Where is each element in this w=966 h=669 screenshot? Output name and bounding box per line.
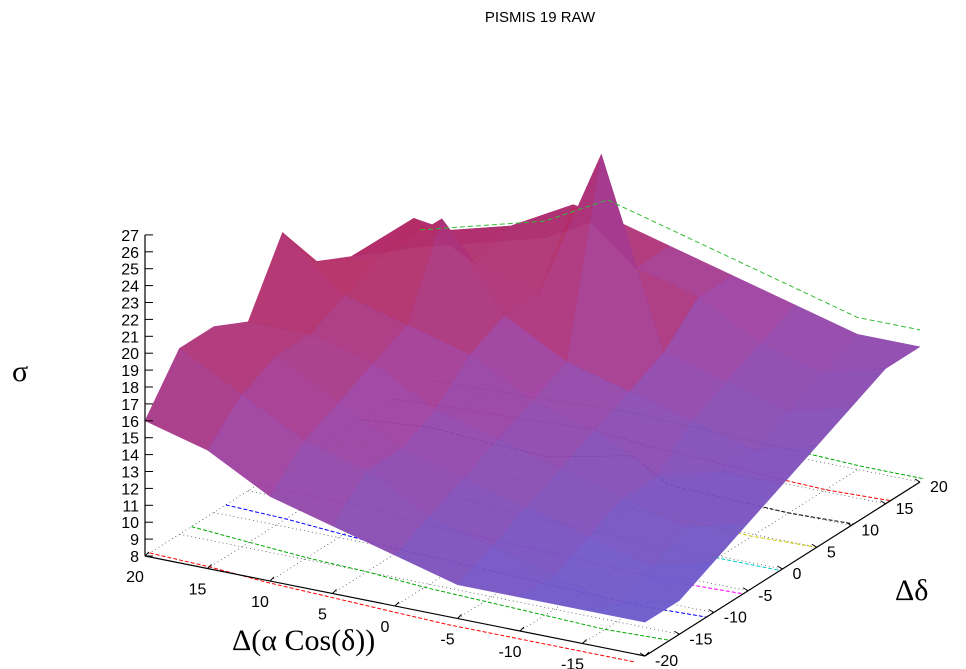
y-tick — [880, 500, 886, 505]
x-tick — [269, 576, 275, 582]
z-tick-label: 24 — [121, 279, 139, 296]
y-tick — [708, 609, 715, 613]
z-tick-label: 13 — [121, 465, 139, 482]
z-tick-label: 9 — [130, 532, 139, 549]
y-tick — [742, 587, 749, 592]
y-tick-label: 10 — [861, 523, 879, 540]
z-tick-label: 23 — [121, 296, 139, 313]
axes: 8910111213141516171819202122232425262720… — [121, 228, 948, 669]
x-tick — [207, 564, 212, 569]
y-axis-title: Δδ — [895, 574, 928, 607]
z-tick-label: 14 — [121, 448, 139, 465]
y-tick-label: 15 — [896, 501, 914, 518]
y-tick-label: 0 — [793, 566, 802, 583]
x-tick — [332, 589, 337, 594]
z-tick-label: 8 — [130, 549, 139, 566]
x-tick-label: -15 — [561, 657, 584, 669]
surface-mesh — [144, 154, 921, 623]
y-tick-label: -5 — [758, 588, 772, 605]
x-tick-label: 5 — [318, 607, 327, 624]
x-tick — [394, 601, 400, 607]
x-axis-title: Δ(α Cos(δ)) — [232, 624, 375, 657]
ridge-contour-line — [419, 199, 921, 331]
y-tick — [845, 522, 852, 526]
y-tick-label: -15 — [689, 631, 712, 648]
z-tick-label: 10 — [121, 515, 139, 532]
y-tick-label: 20 — [930, 479, 948, 496]
surface-facet — [582, 600, 680, 623]
contour-line — [191, 526, 670, 641]
z-tick-label: 20 — [121, 346, 139, 363]
x-tick — [644, 651, 650, 657]
x-tick-label: 20 — [126, 569, 144, 586]
z-axis-title: σ — [12, 355, 28, 388]
grid-line — [179, 533, 680, 635]
contour-line — [149, 552, 636, 663]
z-tick-label: 19 — [121, 363, 139, 380]
x-tick-label: -10 — [498, 644, 521, 661]
x-tick-label: -5 — [440, 632, 454, 649]
z-tick-label: 11 — [122, 498, 139, 515]
y-tick-label: -10 — [724, 610, 747, 627]
x-tick-label: 15 — [189, 582, 207, 599]
y-tick-label: -20 — [655, 653, 678, 669]
z-tick-label: 12 — [121, 481, 139, 498]
z-tick-label: 17 — [121, 397, 139, 414]
z-tick-label: 25 — [121, 262, 139, 279]
x-tick-label: 0 — [381, 619, 390, 636]
chart-title: PISMIS 19 RAW — [485, 9, 596, 26]
x-tick — [582, 639, 587, 644]
z-tick-label: 22 — [121, 312, 139, 329]
x-tick — [457, 614, 462, 619]
z-tick-label: 18 — [121, 380, 139, 397]
z-tick-label: 21 — [121, 329, 139, 346]
x-tick — [144, 551, 150, 557]
y-tick — [674, 630, 680, 635]
y-tick — [639, 652, 646, 657]
y-tick — [777, 565, 783, 570]
y-tick — [811, 543, 818, 548]
y-tick — [914, 478, 921, 483]
z-tick-label: 16 — [121, 414, 139, 431]
x-tick-label: 10 — [251, 594, 269, 611]
z-tick-label: 15 — [121, 431, 139, 448]
y-tick-label: 5 — [827, 544, 836, 561]
z-tick-label: 27 — [121, 228, 139, 245]
z-tick-label: 26 — [121, 245, 139, 262]
x-tick — [519, 626, 525, 632]
